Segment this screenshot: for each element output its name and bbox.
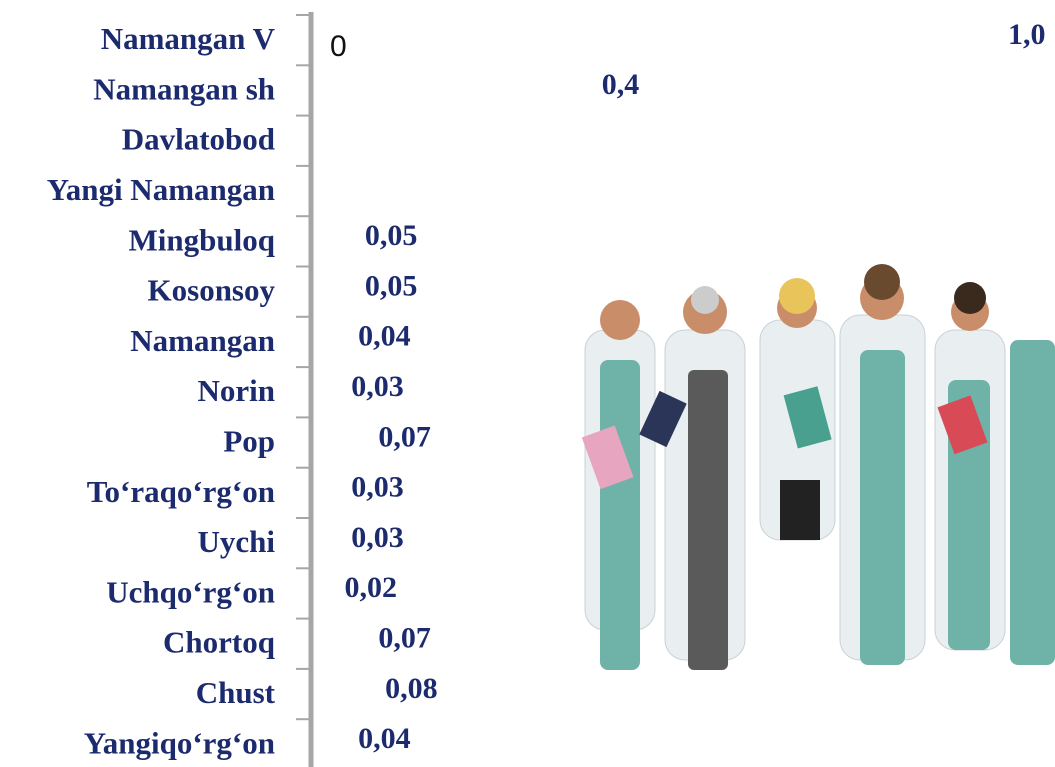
data-label: 0,05 xyxy=(365,219,418,252)
y-tick-label: Chortoq xyxy=(163,625,275,660)
data-label: 0,02 xyxy=(345,571,398,604)
y-tick-label: Uychi xyxy=(198,524,276,559)
data-label: 0,07 xyxy=(378,420,431,453)
y-tick-label: Pop xyxy=(223,424,275,459)
y-tick-label: To‘raqo‘rg‘on xyxy=(87,474,275,509)
y-tick-label: Namangan V xyxy=(101,21,276,56)
data-label: 0,4 xyxy=(602,68,640,101)
data-label: 1,0 xyxy=(1008,18,1046,51)
y-tick-label: Yangiqo‘rg‘on xyxy=(84,725,275,760)
data-label: 0,04 xyxy=(358,320,411,353)
y-tick-label: Namangan xyxy=(130,323,275,358)
data-label: 0,07 xyxy=(378,621,431,654)
y-tick-label: Namangan sh xyxy=(93,71,275,106)
data-label: 0,08 xyxy=(385,672,438,705)
y-tick-label: Chust xyxy=(196,675,276,710)
y-tick-label: Norin xyxy=(198,373,276,408)
data-label: 0,04 xyxy=(358,722,411,755)
data-label: 0,05 xyxy=(365,269,418,302)
y-tick-label: Mingbuloq xyxy=(129,222,275,257)
doctors-illustration xyxy=(581,264,1055,670)
y-tick-label: Yangi Namangan xyxy=(47,172,275,207)
y-tick-label: Kosonsoy xyxy=(148,273,276,308)
data-label: 0,03 xyxy=(351,521,404,554)
y-tick-label: Uchqo‘rg‘on xyxy=(106,574,275,609)
annotation: 0 xyxy=(330,30,347,63)
y-tick-label: Davlatobod xyxy=(122,122,275,157)
data-label: 0,03 xyxy=(351,370,404,403)
data-label: 0,03 xyxy=(351,471,404,504)
